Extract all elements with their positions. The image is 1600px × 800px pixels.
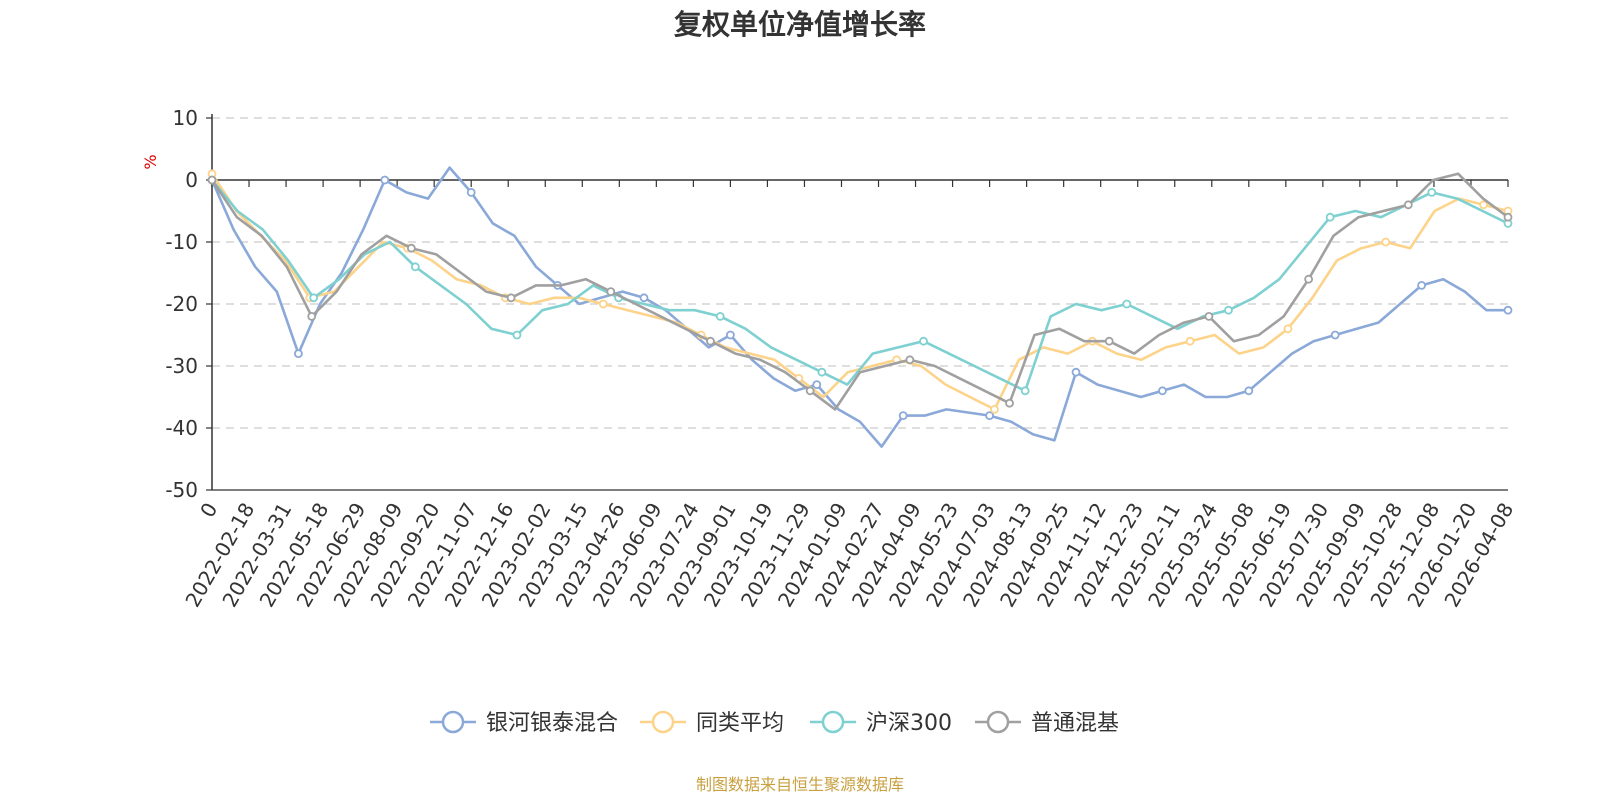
series-point [1325,212,1335,222]
series-point [293,349,303,359]
series-point [985,411,994,421]
series-point [1330,330,1340,340]
y-tick-label: -50 [165,478,198,502]
series-point [812,380,822,390]
legend-label: 银河银泰混合 [486,711,618,736]
y-tick-label: -40 [165,416,198,440]
series-point [380,175,390,185]
series-line [210,166,1508,448]
series-point [1020,386,1030,396]
series-point [1503,212,1513,222]
series-point [1104,336,1114,346]
y-tick-label: -30 [165,354,198,378]
series-point [606,287,616,297]
series-point [1158,386,1167,396]
series-point [1244,386,1254,396]
y-axis-unit: % [141,154,160,169]
legend-marker [986,710,1010,734]
series-point [990,404,999,414]
series-point [1427,187,1437,197]
series-point [309,293,319,303]
series-point [1381,237,1391,247]
series-lines [207,166,1513,448]
legend-item[interactable]: 普通混基 [975,710,1119,736]
series-point [406,243,416,253]
legend-label: 沪深300 [866,711,952,736]
series-point [410,262,420,272]
series-point [1224,305,1233,315]
y-tick-label: 0 [185,168,198,192]
legend[interactable]: 银河银泰混合 同类平均 沪深300 普通混基 [430,710,1119,736]
series-point [715,311,725,321]
series-point [1503,305,1513,315]
series-point [1005,398,1014,408]
y-tick-labels: 10 0 -10 -20 -30 -40 -50 [165,106,212,502]
series-point [726,330,735,340]
series-point [512,330,522,340]
series-point [898,411,908,421]
legend-label: 普通混基 [1031,711,1119,736]
x-tick-label: 0 [195,499,222,522]
series-point [706,336,715,346]
series-point [1417,280,1426,290]
series-point [1403,200,1413,210]
legend-label: 同类平均 [696,711,784,736]
chart-title: 复权单位净值增长率 [674,8,926,41]
legend-marker [651,710,675,734]
series-point [817,367,827,377]
series-point [1283,324,1293,334]
legend-marker [821,710,845,734]
series-point [1204,311,1214,321]
legend-item[interactable]: 沪深300 [810,710,952,736]
grid-lines [212,117,1508,429]
series-line [210,172,1509,411]
series-point [307,311,317,321]
legend-item[interactable]: 银河银泰混合 [430,710,618,736]
series-point [805,386,815,396]
series-point [639,293,649,303]
series-point [1479,200,1488,210]
series-point [1185,336,1195,346]
series-point [1122,299,1132,309]
legend-item[interactable]: 同类平均 [640,710,784,736]
y-tick-label: -10 [165,230,198,254]
series-point [506,293,516,303]
y-tick-label: -20 [165,292,198,316]
legend-marker [441,710,465,734]
data-source-note: 制图数据来自恒生聚源数据库 [696,775,904,794]
series-point [905,355,915,365]
series-point [1071,367,1081,377]
series-point [1304,274,1314,284]
axes [211,114,1508,491]
series-point [919,336,928,346]
y-tick-label: 10 [173,106,198,130]
series-point [207,175,217,185]
series-point [598,299,608,309]
series-line [210,179,1509,393]
series-point [466,187,476,197]
